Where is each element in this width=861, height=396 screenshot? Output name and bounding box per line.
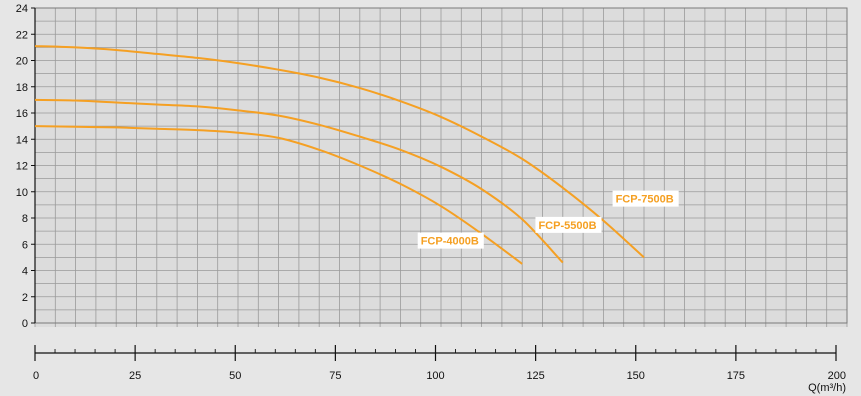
x-axis: 0 25 50 75 100 125 150 175 200 (33, 345, 846, 382)
series-label-box (535, 216, 602, 233)
y-tick-label: 4 (22, 266, 28, 278)
series-label-box (612, 190, 679, 207)
x-tick-label: 75 (329, 370, 341, 382)
series-line-fcp-7500b (34, 45, 645, 259)
x-tick-label: 175 (727, 370, 745, 382)
y-tick-label: 6 (22, 239, 28, 251)
series-line-fcp-5500b (34, 98, 564, 264)
x-tick-label: 150 (627, 370, 645, 382)
x-axis-label: Q(m³/h) (808, 382, 846, 394)
y-tick-label: 24 (16, 3, 28, 15)
series-label-text: FCP-5500B (538, 220, 596, 232)
x-tick-label: 25 (129, 370, 141, 382)
x-tick-label: 50 (229, 370, 241, 382)
y-tick-label: 16 (16, 108, 28, 120)
y-tick-label: 20 (16, 56, 28, 68)
series-label-fcp-4000b: FCP-4000B (417, 232, 484, 249)
y-tick-label: 0 (22, 318, 28, 330)
x-tick-label: 0 (33, 370, 39, 382)
series-line-fcp-4000b (34, 125, 523, 265)
y-tick-label: 22 (16, 29, 28, 41)
series-label-box (417, 232, 484, 249)
y-tick-label: 14 (16, 134, 28, 146)
y-tick-label: 18 (16, 82, 28, 94)
series-labels: FCP-4000B FCP-5500B FCP-7500B (417, 190, 679, 249)
x-tick-label: 200 (828, 370, 846, 382)
series-lines (34, 45, 645, 265)
series-label-fcp-5500b: FCP-5500B (535, 216, 602, 233)
x-tick-label: 100 (426, 370, 444, 382)
y-tick-label: 2 (22, 292, 28, 304)
series-label-text: FCP-4000B (421, 236, 479, 248)
x-tick-label: 125 (526, 370, 544, 382)
series-label-text: FCP-7500B (616, 194, 674, 206)
series-label-fcp-7500b: FCP-7500B (612, 190, 679, 207)
y-tick-label: 8 (22, 213, 28, 225)
y-tick-label: 10 (16, 187, 28, 199)
y-tick-label: 12 (16, 161, 28, 173)
